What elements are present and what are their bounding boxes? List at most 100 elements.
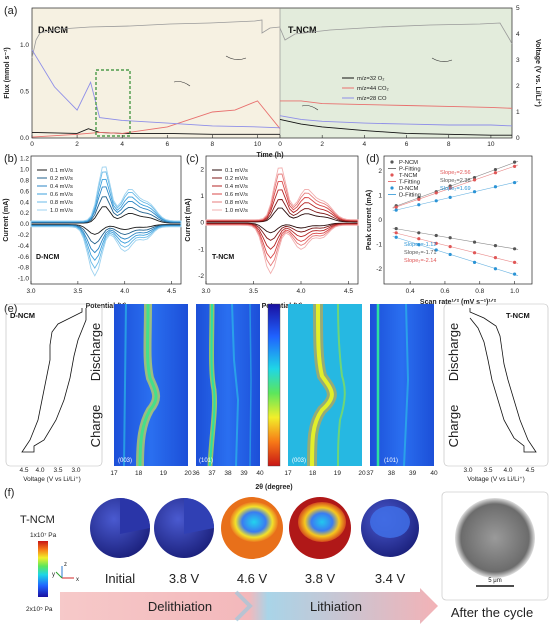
point-1-0 [394,205,398,209]
fit-line-5 [392,236,519,276]
panel-e-voltage-label-left: Voltage (V vs Li/Li⁺) [23,476,81,483]
point-3-4 [472,240,477,244]
fit-line-2 [392,181,519,212]
pd-legend-text-3: T-Fitting [399,180,420,186]
pd-ytick-1: 1 [378,192,382,199]
state-label-4: 3.8 V [305,571,336,586]
point-0-5 [493,167,498,172]
panel-a-arrow-1 [225,55,247,60]
pb-legend-text-2: 0.4 mV/s [50,184,73,190]
pe-theta-2-2: 38 [224,470,232,477]
xrd-peak-2: (101) [199,458,213,464]
pd-ytick-2: 0 [378,217,382,224]
xrd-map-2: (101) [196,303,260,467]
delithiation-label: Delithiation [148,599,212,614]
xrd-map-2-secondary-line [231,303,240,467]
stress-scale-bottom: 2x10⁵ Pa [26,606,53,613]
panel-c-label: (c) [186,153,199,165]
pb-ticks-ytick-5: 0.2 [20,210,29,217]
series-t-ncm-5 [279,115,513,127]
slope-top-2: Slope₂=2.38 [440,178,471,184]
panel-e-discharge-right: Discharge [446,323,461,382]
pb-ticks-ytick-4: 0.4 [20,199,29,206]
axes-glyph: y z x [52,562,79,583]
pe-theta-3-3: 20 [358,470,366,477]
slope-top-1: Slope₂=2.56 [440,170,471,176]
pb-curves-cv-5 [30,166,182,277]
legend-text-o2: m/z=32 O₂ [357,76,385,82]
state-label-1: Initial [105,571,135,586]
sphere-3-section [230,502,278,542]
panel-a-left-tick-1: 2 [75,141,79,148]
panel-a-left-tick-4: 8 [211,141,215,148]
point-2-1 [417,203,421,207]
sphere-3-8v-discharge [289,497,351,559]
panel-c-sample-label: T-NCM [212,254,234,261]
pd-legend-marker-4 [390,186,394,190]
fit-line-4 [392,231,519,264]
pb-ticks-ytick-1: 1.0 [20,167,29,174]
panel-a: D-NCM T-NCM m/z=32 O₂ m/z=44 CO₂ m/z=28 … [4,5,541,159]
panel-f-label: (f) [4,487,14,499]
state-label-3: 4.6 V [237,571,268,586]
panel-a-arrow-4 [301,105,319,111]
pd-legend-text-1: P-Fitting [399,167,421,173]
pe-theta-4-2: 39 [409,470,417,477]
panel-a-label: (a) [4,5,17,17]
pb-ticks-ytick-9: -0.6 [18,254,30,261]
pe-theta-4-0: 37 [366,470,374,477]
slope-top-3: Slope₂=1.69 [440,186,471,192]
pc-ticks-ytick-2: 0 [200,220,204,227]
panel-a-arrow-3 [431,57,453,62]
panel-d-ylabel: Peak current (mA) [366,190,373,250]
fit-line-1 [392,164,519,209]
pd-xtick-1: 0.6 [440,288,449,295]
pb-ticks-xtick-2: 4.0 [120,288,129,295]
panel-e-left-title: D-NCM [10,311,35,320]
panel-d-label: (d) [366,153,379,165]
panel-f-title: T-NCM [20,514,55,526]
xrd-map-1-peak-line [138,303,158,467]
sphere-3-4v [361,499,419,557]
pc-ticks-xtick-0: 3.0 [201,288,210,295]
slope-bot-1: Slope₂=-1.12 [404,242,437,248]
pe-theta-1-1: 18 [135,470,143,477]
pb-ticks-xtick-1: 3.5 [73,288,82,295]
pe-vtick-left-3: 3.0 [71,467,80,474]
panel-a-ytick-right-5: 5 [516,5,520,12]
panel-a-left-tick-0: 0 [30,141,34,148]
point-0-4 [472,176,477,180]
point-1-4 [472,178,477,182]
point-1-2 [434,191,438,195]
panel-b-sample-label: D-NCM [36,254,59,261]
panel-a-right-tick-0: 0 [278,141,282,148]
pd-ytick-4: -2 [376,266,382,273]
point-2-4 [472,190,477,194]
panel-d-xlabel: Scan rate¹ᐟ² (mV s⁻¹)¹ᐟ² [420,298,497,306]
panel-a-right-tick-3: 6 [405,141,409,148]
pe-theta-1-0: 17 [110,470,118,477]
panel-b: D-NCM Potential (V) Current (mA) 3.0 3.5 4… [3,155,182,310]
pb-ticks-ytick-3: 0.6 [20,188,29,195]
pb-ticks-ytick-0: 1.2 [20,156,29,163]
panel-e-label: (e) [4,303,17,315]
panel-a-right-title: T-NCM [288,25,317,35]
panel-a-ylabel-right: Voltage (V vs. Li/Li⁺) [534,39,541,107]
panel-a-ytick-left-2: 1.0 [20,42,29,49]
pd-legend-marker-0 [390,160,394,164]
panel-a-right-tick-2: 4 [363,141,367,148]
pc-legend-text-1: 0.2 mV/s [225,176,248,182]
pd-legend-text-2: T-NCM [399,173,418,179]
panel-e-right-voltage-profile [469,308,537,453]
sphere-5-section [370,506,410,538]
pb-ticks-ytick-7: -0.2 [18,232,30,239]
point-3-0 [394,227,398,231]
panel-a-ytick-left-1: 0.5 [20,89,29,96]
xrd-peak-3: (003) [292,458,306,464]
panel-e-theta-label: 2θ (degree) [255,484,292,491]
panel-b-xlabel: Potential (V) [86,303,127,310]
point-4-1 [417,237,421,241]
panel-e-left-voltage-profile [21,308,87,453]
panel-b-frame [30,155,182,285]
axis-x-label: x [76,577,79,583]
